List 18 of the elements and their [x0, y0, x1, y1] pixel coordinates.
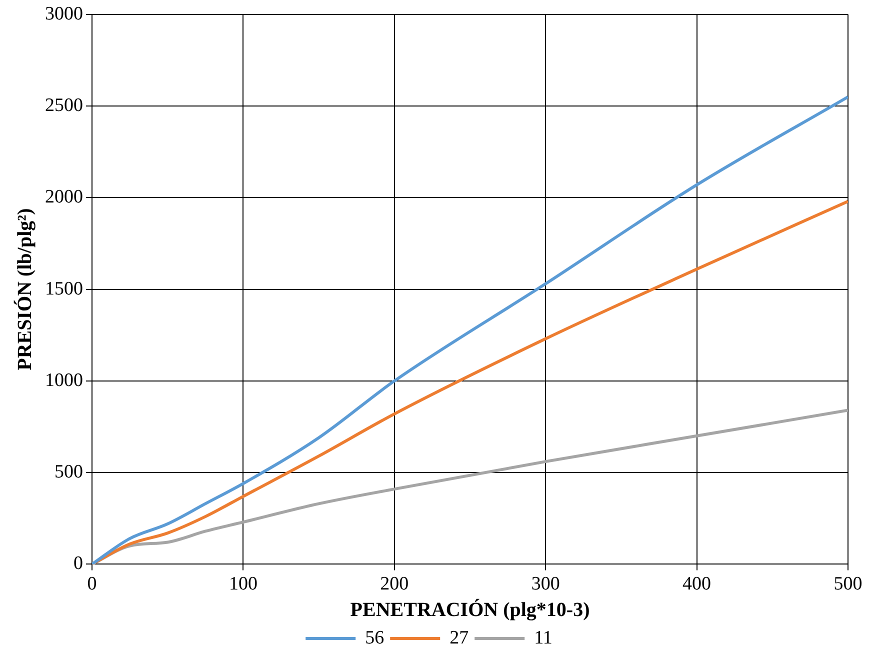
legend-label: 56 — [365, 627, 384, 648]
y-tick-label: 500 — [54, 462, 83, 483]
y-tick-label: 0 — [74, 553, 83, 574]
x-tick-label: 300 — [531, 574, 560, 595]
legend-label: 11 — [534, 627, 552, 648]
x-tick-label: 0 — [87, 574, 97, 595]
legend-label: 27 — [450, 627, 469, 648]
x-tick-label: 400 — [682, 574, 712, 595]
y-axis-title: PRESIÓN (lb/plg²) — [13, 208, 36, 370]
x-tick-label: 200 — [380, 574, 409, 595]
x-tick-label: 500 — [834, 574, 862, 595]
x-axis-title: PENETRACIÓN (plg*10-3) — [350, 598, 590, 622]
x-tick-label: 100 — [228, 574, 258, 595]
y-tick-label: 3000 — [45, 3, 83, 24]
y-tick-label: 1000 — [45, 370, 83, 391]
y-tick-label: 1500 — [45, 278, 83, 300]
y-tick-label: 2000 — [45, 186, 83, 208]
y-tick-label: 2500 — [45, 95, 83, 116]
